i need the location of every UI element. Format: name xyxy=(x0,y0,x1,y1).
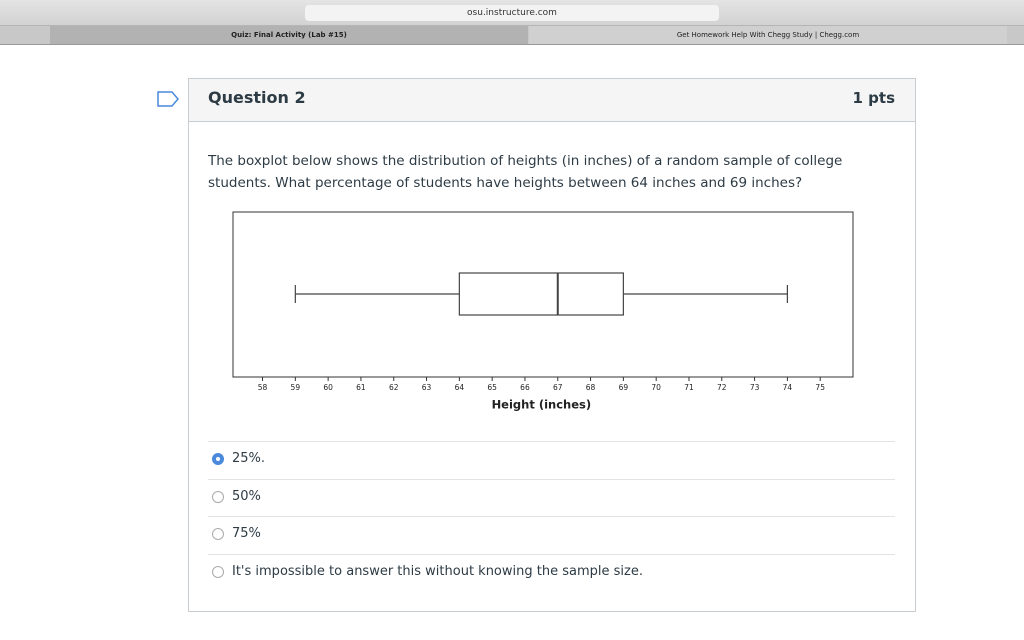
separator xyxy=(208,478,895,480)
radio-button[interactable] xyxy=(212,566,224,579)
tab[interactable]: Quiz: Final Activity (Lab #15) xyxy=(50,26,528,44)
tab[interactable]: Get Homework Help With Chegg Study | Che… xyxy=(529,26,1007,44)
separator xyxy=(208,516,895,518)
question-box xyxy=(188,78,916,612)
question-header xyxy=(189,79,915,122)
answer-option[interactable]: 75% xyxy=(232,526,261,542)
question-points: 1 pts xyxy=(852,89,896,107)
separator xyxy=(208,554,895,556)
separator xyxy=(208,441,895,442)
answer-option[interactable]: 25%. xyxy=(232,451,266,466)
answer-option[interactable]: 50% xyxy=(232,488,261,504)
answer-option[interactable]: It's impossible to answer this without k… xyxy=(232,564,643,580)
question-title: Question 2 xyxy=(208,88,306,107)
question-text: The boxplot below shows the distribution… xyxy=(208,153,843,191)
address-bar[interactable]: osu.instructure.com xyxy=(305,5,719,21)
radio-button[interactable] xyxy=(212,528,224,541)
radio-button[interactable] xyxy=(212,490,224,503)
radio-button[interactable] xyxy=(212,453,224,465)
